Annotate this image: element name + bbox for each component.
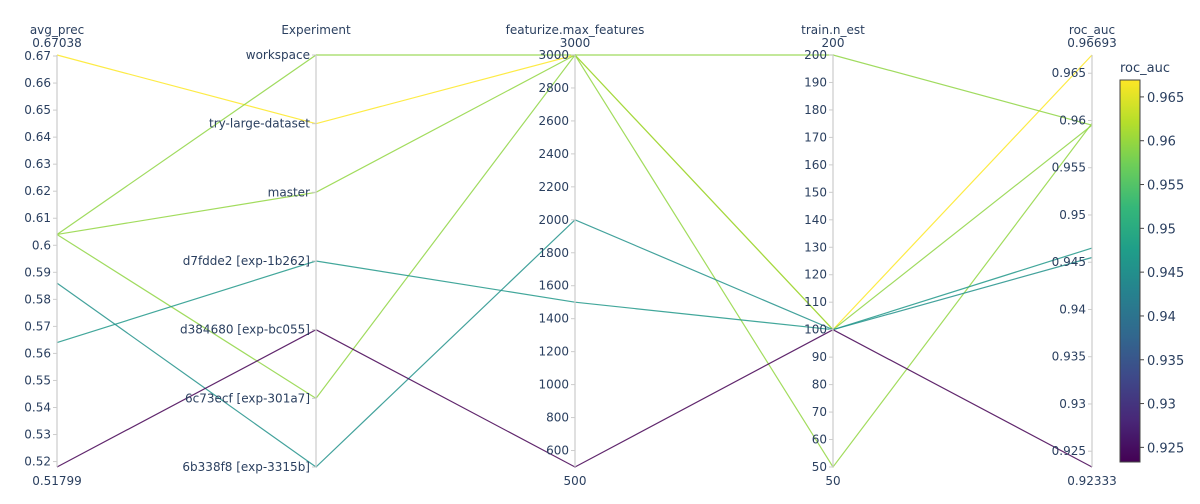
axis-tick-label: 60 xyxy=(812,433,827,447)
axis-tick-label: 0.94 xyxy=(1059,302,1086,316)
axis-range-max-label: 200 xyxy=(822,36,845,50)
axis-tick-label: 190 xyxy=(804,75,827,89)
axis-tick-label: 0.57 xyxy=(24,319,51,333)
axis-tick-label: 800 xyxy=(546,411,569,425)
axis-tick-label: 0.925 xyxy=(1052,444,1086,458)
axis-range-min-label: 0.51799 xyxy=(32,474,82,488)
colorbar-tick-label: 0.935 xyxy=(1147,354,1184,369)
axis-title: featurize.max_features xyxy=(506,23,645,37)
axis-range-min-label: 0.92333 xyxy=(1067,474,1117,488)
axis-tick-label: 0.955 xyxy=(1052,161,1086,175)
colorbar-tick-label: 0.955 xyxy=(1147,179,1184,194)
axis-tick-label: 180 xyxy=(804,103,827,117)
axis-tick-label: 0.56 xyxy=(24,346,51,360)
axis-tick-label: 2200 xyxy=(538,180,569,194)
axis-title: avg_prec xyxy=(30,23,84,37)
axis-tick-label: 0.965 xyxy=(1052,66,1086,80)
axis-tick-label: 0.61 xyxy=(24,211,51,225)
axis-tick-label: 150 xyxy=(804,185,827,199)
axis-tick-label: 100 xyxy=(804,323,827,337)
axis-tick-label: 120 xyxy=(804,268,827,282)
axis-tick-label: 80 xyxy=(812,378,827,392)
colorbar-gradient xyxy=(1119,79,1141,463)
axis-tick-label: 1400 xyxy=(538,312,569,326)
axis-category-label: master xyxy=(268,185,310,199)
axis-tick-label: 0.62 xyxy=(24,184,51,198)
axis-tick-label: 1200 xyxy=(538,345,569,359)
colorbar-tick-label: 0.94 xyxy=(1147,310,1176,325)
axis-tick-label: 0.58 xyxy=(24,292,51,306)
axis-tick-label: 1000 xyxy=(538,378,569,392)
axis-range-max-label: 3000 xyxy=(560,36,591,50)
axis-tick-label: 2400 xyxy=(538,147,569,161)
axis-tick-label: 0.59 xyxy=(24,265,51,279)
colorbar: roc_auc 0.925 0.93 0.935 0.94 0.945 0.95 0.955 0… xyxy=(1119,61,1184,463)
axis-tick-label: 0.53 xyxy=(24,428,51,442)
axis-category-label: 6b338f8 [exp-3315b] xyxy=(182,460,310,474)
axis-tick-label: 2800 xyxy=(538,81,569,95)
axis-tick-label: 0.935 xyxy=(1052,350,1086,364)
axis-tick-label: 50 xyxy=(812,460,827,474)
axis-tick-label: 3000 xyxy=(538,48,569,62)
axis-tick-label: 0.65 xyxy=(24,103,51,117)
axis-tick-label: 600 xyxy=(546,444,569,458)
colorbar-tick-label: 0.96 xyxy=(1147,135,1176,150)
axis-tick-label: 0.63 xyxy=(24,157,51,171)
axis-tick-label: 2000 xyxy=(538,213,569,227)
axis-featurize-max-features[interactable]: featurize.max_features300050060080010001… xyxy=(506,23,645,488)
axis-tick-label: 90 xyxy=(812,350,827,364)
axis-tick-label: 0.96 xyxy=(1059,113,1086,127)
axis-tick-label: 200 xyxy=(804,48,827,62)
axis-tick-label: 130 xyxy=(804,240,827,254)
axis-title: Experiment xyxy=(281,23,351,37)
axis-tick-label: 2600 xyxy=(538,114,569,128)
colorbar-tick-label: 0.965 xyxy=(1147,91,1184,106)
axis-tick-label: 0.64 xyxy=(24,130,51,144)
colorbar-tick-label: 0.95 xyxy=(1147,222,1176,237)
axis-range-min-label: 50 xyxy=(825,474,840,488)
axis-category-label: d384680 [exp-bc055] xyxy=(180,323,310,337)
axis-tick-label: 160 xyxy=(804,158,827,172)
axis-tick-label: 0.95 xyxy=(1059,208,1086,222)
axis-title: train.n_est xyxy=(801,23,865,37)
axis-tick-label: 1600 xyxy=(538,279,569,293)
axis-category-label: d7fdde2 [exp-1b262] xyxy=(183,254,310,268)
axis-range-max-label: 0.67038 xyxy=(32,36,82,50)
axis-experiment[interactable]: Experiment 6b338f8 [exp-3315b] 6c73ecf [ex… xyxy=(180,23,351,474)
colorbar-tick-label: 0.93 xyxy=(1147,398,1176,413)
axis-tick-label: 110 xyxy=(804,295,827,309)
axis-tick-label: 0.66 xyxy=(24,76,51,90)
colorbar-tick-label: 0.925 xyxy=(1147,441,1184,456)
axis-category-label: try-large-dataset xyxy=(209,117,310,131)
axis-title: roc_auc xyxy=(1069,23,1115,37)
axis-tick-label: 0.67 xyxy=(24,49,51,63)
axis-train-n-est[interactable]: train.n_est20050506070809010011012013014… xyxy=(801,23,865,488)
axis-tick-label: 0.6 xyxy=(32,238,51,252)
colorbar-tick-label: 0.945 xyxy=(1147,266,1184,281)
axis-category-label: 6c73ecf [exp-301a7] xyxy=(185,391,310,405)
axis-tick-label: 0.55 xyxy=(24,373,51,387)
axis-tick-label: 1800 xyxy=(538,246,569,260)
axis-category-label: workspace xyxy=(246,48,310,62)
axis-range-max-label: 0.96693 xyxy=(1067,36,1117,50)
axis-tick-label: 140 xyxy=(804,213,827,227)
axis-range-min-label: 500 xyxy=(564,474,587,488)
axis-tick-label: 0.52 xyxy=(24,455,51,469)
axis-tick-label: 170 xyxy=(804,130,827,144)
axis-tick-label: 70 xyxy=(812,405,827,419)
colorbar-title: roc_auc xyxy=(1120,61,1170,76)
axis-tick-label: 0.54 xyxy=(24,400,51,414)
axis-tick-label: 0.945 xyxy=(1052,255,1086,269)
axis-tick-label: 0.93 xyxy=(1059,397,1086,411)
